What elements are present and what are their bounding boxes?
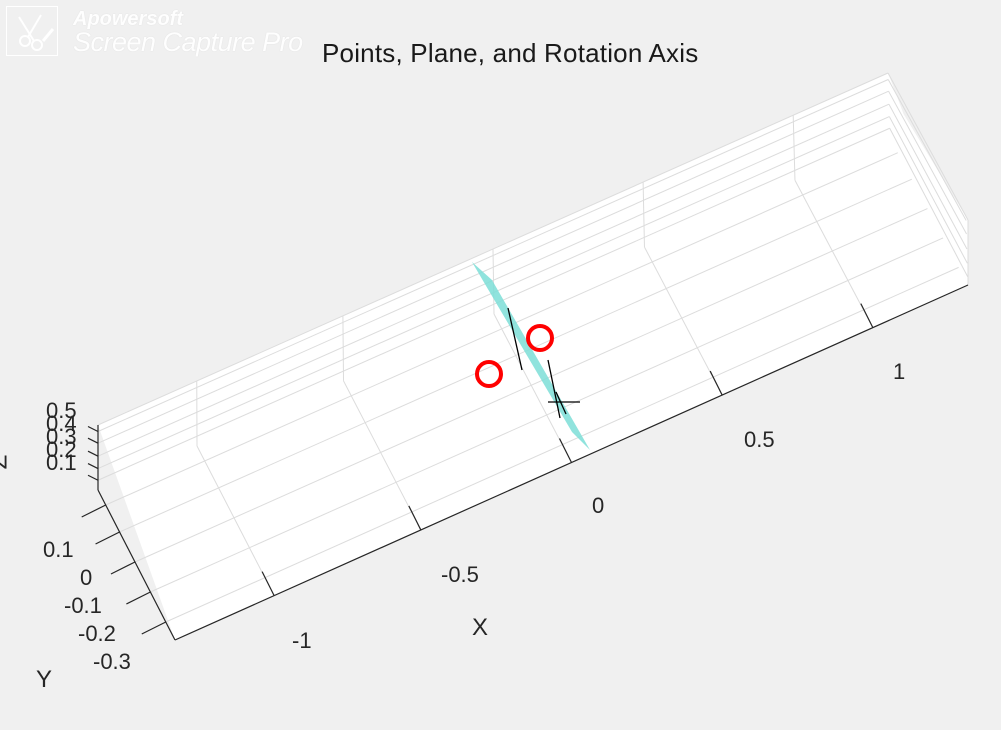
- z-tick-mark: [87, 437, 99, 444]
- z-grid-line: [887, 79, 967, 221]
- chart-title: Points, Plane, and Rotation Axis: [322, 38, 699, 68]
- z-tick-mark: [87, 450, 99, 457]
- z-axis-label: Z: [0, 455, 13, 470]
- data-point-1: [475, 360, 503, 388]
- z-grid-line: [97, 90, 889, 444]
- y-grid-line: [134, 208, 928, 563]
- x-tick-label: -1: [292, 628, 312, 653]
- z-grid-line: [889, 128, 969, 277]
- x-tick-mark: [860, 303, 874, 328]
- y-tick-label: -0.3: [93, 649, 131, 674]
- x-axis-label: X: [472, 614, 489, 641]
- y-tick-label: -0.1: [64, 593, 102, 618]
- z-tick-mark: [87, 463, 99, 470]
- y-tick-mark: [126, 591, 151, 605]
- x-grid-line: [492, 248, 495, 315]
- x-grid-line: [794, 180, 874, 328]
- axis-segment-1: [507, 307, 523, 371]
- x-tick-label: 0.5: [744, 427, 775, 452]
- z-tick-label: 0.2: [46, 437, 77, 462]
- y-tick-mark: [110, 561, 136, 575]
- axis-segment-2: [547, 359, 561, 419]
- box-edge: [97, 72, 889, 426]
- z-grid-line: [97, 103, 890, 457]
- y-tick-label: 0: [80, 565, 93, 590]
- z-tick-label: 0.4: [46, 411, 77, 436]
- y-tick-mark: [81, 504, 106, 518]
- x-grid-line: [343, 380, 422, 531]
- data-series: [472, 262, 590, 450]
- box-edge: [887, 72, 969, 221]
- z-grid-line: [888, 103, 968, 250]
- x-tick-label: 0: [592, 493, 605, 518]
- z-grid-line: [888, 116, 968, 264]
- x-tick-label: 1: [893, 359, 906, 384]
- watermark-product: Screen Capture Pro: [73, 27, 303, 57]
- z-grid-line: [97, 79, 889, 432]
- z-tick-label: 0.1: [46, 450, 77, 475]
- axis-segment-4: [555, 391, 567, 415]
- z-grid-line: [97, 127, 890, 481]
- z-tick-mark: [87, 474, 99, 481]
- x-grid-line: [342, 315, 345, 381]
- x-grid-line: [642, 182, 645, 248]
- tick-marks: [81, 303, 874, 635]
- x-grid-line: [493, 313, 572, 463]
- x-tick-label: -0.5: [441, 562, 479, 587]
- z-grid-line: [888, 90, 967, 235]
- y-grid-line: [105, 152, 899, 506]
- y-axis-line: [97, 489, 176, 641]
- z-tick-label: 0.3: [46, 424, 77, 449]
- x-tick-mark: [709, 370, 723, 396]
- data-point-2: [526, 324, 554, 352]
- y-tick-label: 0.1: [43, 537, 74, 562]
- x-tick-mark: [558, 438, 573, 463]
- x-tick-mark: [408, 505, 422, 531]
- y-axis-label: Y: [36, 666, 53, 693]
- y-tick-mark: [95, 531, 120, 545]
- x-grid-line: [196, 445, 275, 596]
- x-tick-mark: [261, 571, 275, 596]
- x-grid-line: [792, 115, 796, 181]
- y-grid-line: [119, 178, 913, 533]
- watermark-brand: Apowersoft: [73, 8, 183, 30]
- z-tick-label: 0.5: [46, 398, 77, 423]
- x-grid-line: [644, 246, 723, 396]
- scissors-pen-icon: [6, 6, 58, 56]
- z-tick-mark: [87, 425, 99, 433]
- watermark: Apowersoft Screen Capture Pro: [6, 6, 316, 58]
- y-tick-label: -0.2: [78, 621, 116, 646]
- y-grid-line: [150, 237, 944, 593]
- y-tick-mark: [141, 621, 167, 635]
